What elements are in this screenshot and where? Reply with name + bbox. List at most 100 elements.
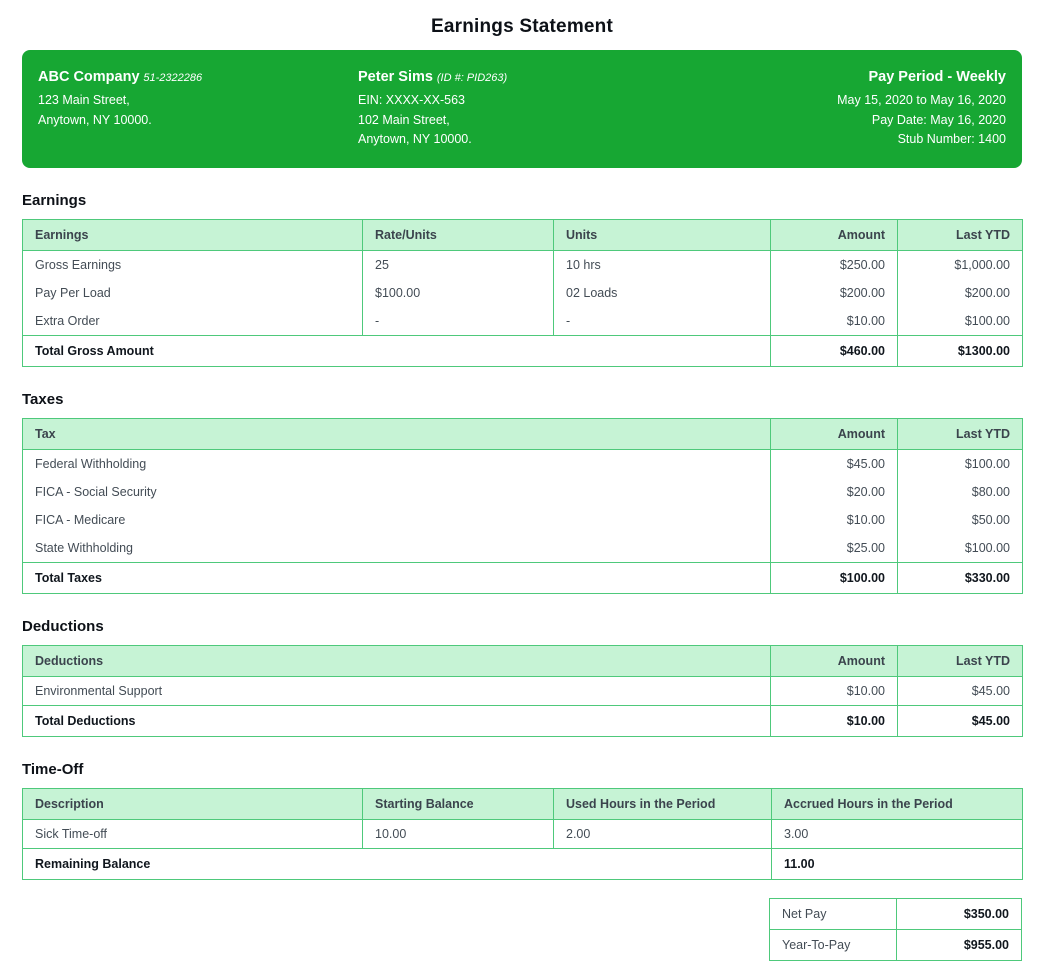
earnings-units-cell: - <box>553 306 771 336</box>
timeoff-header-used: Used Hours in the Period <box>553 787 772 820</box>
deductions-header-name: Deductions <box>22 644 771 677</box>
year-to-pay-label: Year-To-Pay <box>769 928 897 961</box>
earnings-ytd-cell: $100.00 <box>897 306 1023 336</box>
statement-header-band: ABC Company 51-2322286 123 Main Street, … <box>22 50 1022 168</box>
tax-name-cell: FICA - Social Security <box>22 477 771 506</box>
deductions-total-amount: $10.00 <box>770 704 898 737</box>
earnings-rate-cell: 25 <box>362 250 554 279</box>
tax-name-cell: State Withholding <box>22 533 771 563</box>
earnings-amount-cell: $250.00 <box>770 250 898 279</box>
timeoff-accrued-cell: 3.00 <box>771 819 1023 849</box>
earnings-rate-cell: - <box>362 306 554 336</box>
taxes-table: Tax Amount Last YTD Federal Withholding … <box>22 417 1023 594</box>
deduction-ytd-cell: $45.00 <box>897 676 1023 706</box>
tax-amount-cell: $25.00 <box>770 533 898 563</box>
taxes-header-amount: Amount <box>770 417 898 450</box>
company-address-line1: 123 Main Street, <box>38 93 130 108</box>
taxes-total-amount: $100.00 <box>770 561 898 594</box>
table-header-row: Deductions Amount Last YTD <box>22 644 1023 677</box>
timeoff-used-cell: 2.00 <box>553 819 772 849</box>
taxes-total-row: Total Taxes $100.00 $330.00 <box>22 561 1023 594</box>
company-id: 51-2322286 <box>143 72 203 84</box>
earnings-units-cell: 02 Loads <box>553 278 771 307</box>
tax-name-cell: Federal Withholding <box>22 449 771 478</box>
deduction-name-cell: Environmental Support <box>22 676 771 706</box>
deductions-section-heading: Deductions <box>22 617 104 635</box>
deductions-total-ytd: $45.00 <box>897 704 1023 737</box>
summary-wrap: Net Pay $350.00 Year-To-Pay $955.00 <box>22 897 1022 961</box>
timeoff-total-value: 11.00 <box>771 847 1023 880</box>
year-to-pay-value: $955.00 <box>896 928 1022 961</box>
pay-period-title: Pay Period - Weekly <box>868 69 1006 85</box>
earnings-statement-page: Earnings Statement ABC Company 51-232228… <box>22 16 1023 975</box>
timeoff-table: Description Starting Balance Used Hours … <box>22 787 1023 880</box>
earnings-header-amount: Amount <box>770 218 898 251</box>
earnings-total-row: Total Gross Amount $460.00 $1300.00 <box>22 334 1023 367</box>
table-row: Extra Order - - $10.00 $100.00 <box>22 306 1023 336</box>
earnings-total-amount: $460.00 <box>770 334 898 367</box>
earnings-header-ytd: Last YTD <box>897 218 1023 251</box>
tax-amount-cell: $10.00 <box>770 505 898 534</box>
earnings-name-cell: Pay Per Load <box>22 278 363 307</box>
earnings-name-cell: Extra Order <box>22 306 363 336</box>
earnings-total-ytd: $1300.00 <box>897 334 1023 367</box>
earnings-ytd-cell: $1,000.00 <box>897 250 1023 279</box>
timeoff-section-heading: Time-Off <box>22 760 84 778</box>
earnings-name-cell: Gross Earnings <box>22 250 363 279</box>
table-header-row: Earnings Rate/Units Units Amount Last YT… <box>22 218 1023 251</box>
table-row: Pay Per Load $100.00 02 Loads $200.00 $2… <box>22 278 1023 307</box>
earnings-ytd-cell: $200.00 <box>897 278 1023 307</box>
table-row: Year-To-Pay $955.00 <box>769 928 1022 961</box>
timeoff-total-row: Remaining Balance 11.00 <box>22 847 1023 880</box>
tax-name-cell: FICA - Medicare <box>22 505 771 534</box>
tax-ytd-cell: $80.00 <box>897 477 1023 506</box>
deductions-total-label: Total Deductions <box>22 704 771 737</box>
table-row: FICA - Social Security $20.00 $80.00 <box>22 477 1023 506</box>
company-name: ABC Company <box>38 69 140 85</box>
table-row: State Withholding $25.00 $100.00 <box>22 533 1023 563</box>
tax-ytd-cell: $50.00 <box>897 505 1023 534</box>
timeoff-header-starting: Starting Balance <box>362 787 554 820</box>
page-title: Earnings Statement <box>430 16 614 37</box>
taxes-header-ytd: Last YTD <box>897 417 1023 450</box>
net-pay-label: Net Pay <box>769 897 897 930</box>
timeoff-starting-cell: 10.00 <box>362 819 554 849</box>
company-address-line2: Anytown, NY 10000. <box>38 112 152 127</box>
timeoff-total-label: Remaining Balance <box>22 847 772 880</box>
table-row: Sick Time-off 10.00 2.00 3.00 <box>22 819 1023 849</box>
earnings-header-rate: Rate/Units <box>362 218 554 251</box>
pay-period-info: Pay Period - Weekly May 15, 2020 to May … <box>706 66 1006 150</box>
stub-number: Stub Number: 1400 <box>897 132 1006 147</box>
deductions-header-amount: Amount <box>770 644 898 677</box>
pay-period-range: May 15, 2020 to May 16, 2020 <box>837 93 1006 108</box>
table-row: FICA - Medicare $10.00 $50.00 <box>22 505 1023 534</box>
deductions-header-ytd: Last YTD <box>897 644 1023 677</box>
table-header-row: Tax Amount Last YTD <box>22 417 1023 450</box>
taxes-total-ytd: $330.00 <box>897 561 1023 594</box>
tax-ytd-cell: $100.00 <box>897 449 1023 478</box>
employee-name-line: Peter Sims (ID #: PID263) <box>358 66 706 88</box>
timeoff-header-description: Description <box>22 787 363 820</box>
deductions-total-row: Total Deductions $10.00 $45.00 <box>22 704 1023 737</box>
table-row: Gross Earnings 25 10 hrs $250.00 $1,000.… <box>22 250 1023 279</box>
employee-ein: EIN: XXXX-XX-563 <box>358 93 465 108</box>
table-row: Federal Withholding $45.00 $100.00 <box>22 449 1023 478</box>
timeoff-description-cell: Sick Time-off <box>22 819 363 849</box>
earnings-header-earnings: Earnings <box>22 218 363 251</box>
table-header-row: Description Starting Balance Used Hours … <box>22 787 1023 820</box>
earnings-total-label: Total Gross Amount <box>22 334 771 367</box>
earnings-amount-cell: $200.00 <box>770 278 898 307</box>
employee-name: Peter Sims <box>358 69 433 85</box>
earnings-table: Earnings Rate/Units Units Amount Last YT… <box>22 218 1023 367</box>
earnings-header-units: Units <box>553 218 771 251</box>
employee-id: (ID #: PID263) <box>436 72 508 84</box>
company-info: ABC Company 51-2322286 123 Main Street, … <box>38 66 358 130</box>
employee-address-line2: Anytown, NY 10000. <box>358 132 472 147</box>
company-name-line: ABC Company 51-2322286 <box>38 66 358 88</box>
earnings-amount-cell: $10.00 <box>770 306 898 336</box>
tax-amount-cell: $20.00 <box>770 477 898 506</box>
net-pay-value: $350.00 <box>896 897 1022 930</box>
employee-address-line1: 102 Main Street, <box>358 112 450 127</box>
tax-ytd-cell: $100.00 <box>897 533 1023 563</box>
employee-info: Peter Sims (ID #: PID263) EIN: XXXX-XX-5… <box>358 66 706 150</box>
